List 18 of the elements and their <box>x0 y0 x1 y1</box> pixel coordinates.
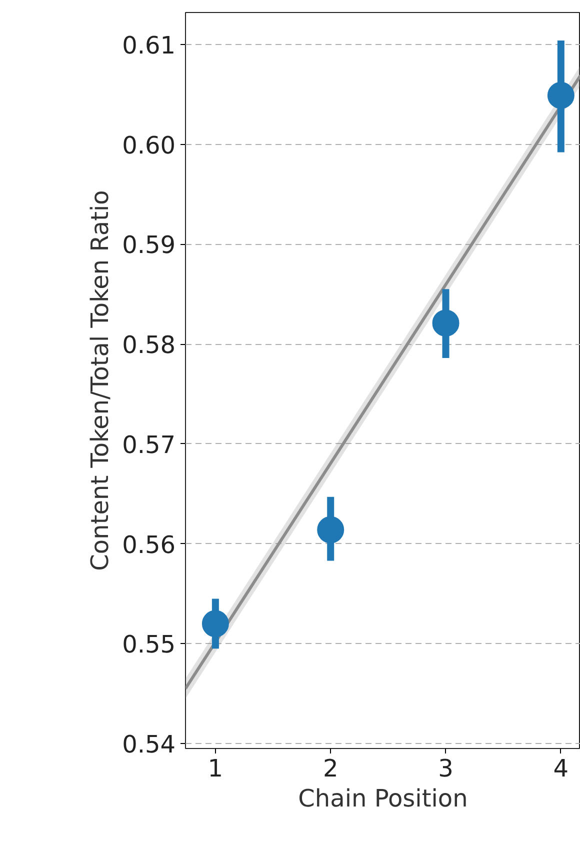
x-tick-label: 1 <box>208 754 224 782</box>
y-tick-label: 0.56 <box>122 530 176 559</box>
x-tick-label: 4 <box>553 754 569 782</box>
y-tick-label: 0.57 <box>122 430 176 459</box>
point <box>432 310 460 337</box>
x-tick-label: 3 <box>438 754 454 782</box>
y-tick-label: 0.54 <box>122 730 176 759</box>
y-tick-label: 0.58 <box>122 331 176 360</box>
y-axis-title: Content Token/Total Token Ratio <box>86 190 114 571</box>
y-tick-label: 0.59 <box>122 231 176 260</box>
point <box>202 610 229 638</box>
x-tick-label: 2 <box>322 754 338 782</box>
x-axis-title: Chain Position <box>298 784 468 812</box>
point <box>317 516 344 544</box>
y-tick-label: 0.55 <box>122 630 176 659</box>
y-tick-label: 0.60 <box>122 131 176 160</box>
point <box>547 82 574 109</box>
y-tick-label: 0.61 <box>122 31 176 60</box>
